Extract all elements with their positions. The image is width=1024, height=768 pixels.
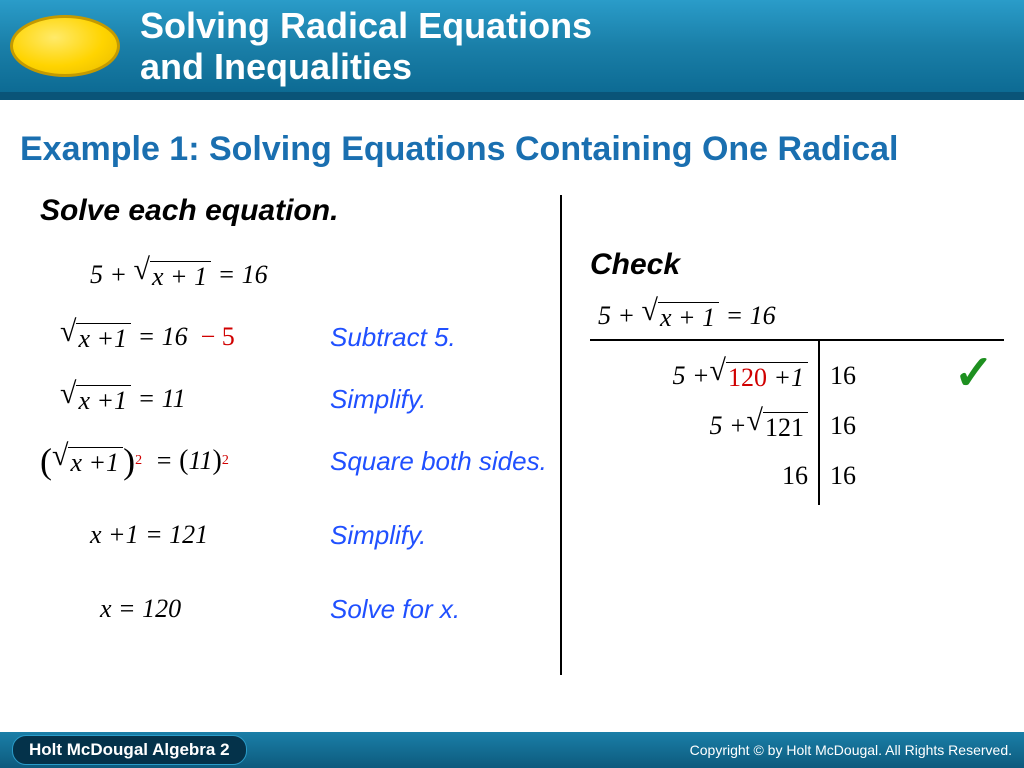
step-row: x +1 = 121 Simplify. (30, 508, 560, 562)
footer-copyright: Copyright © by Holt McDougal. All Rights… (690, 742, 1012, 758)
equation: √x +1 = 11 (30, 382, 330, 416)
equation: (√x +1)2 = (11)2 (30, 440, 330, 482)
equation: √x +1 = 16 − 5 (30, 320, 330, 354)
equation: 5 + √x + 1 = 16 (30, 258, 330, 292)
footer-book-title: Holt McDougal Algebra 2 (12, 735, 247, 765)
check-row: 16 (830, 451, 889, 501)
step-row: √x +1 = 16 − 5 Subtract 5. (30, 310, 560, 364)
step-explain: Simplify. (330, 520, 426, 551)
check-row: 5 +√120 +1 (594, 351, 808, 401)
check-row: 5 +√121 (594, 401, 808, 451)
check-row: 16 (830, 351, 889, 401)
title-line-1: Solving Radical Equations (140, 5, 592, 46)
logo-oval (10, 15, 120, 77)
step-explain: Simplify. (330, 384, 426, 415)
content-area: Example 1: Solving Equations Containing … (0, 100, 1024, 636)
equation: x +1 = 121 (30, 520, 330, 550)
step-explain: Subtract 5. (330, 322, 456, 353)
step-row: √x +1 = 11 Simplify. (30, 372, 560, 426)
check-table: 5 + √x + 1 = 16 5 +√120 +1 5 +√121 16 16 (590, 297, 1004, 505)
checkmark-icon: ✓ (954, 345, 994, 401)
slide-header: Solving Radical Equations and Inequaliti… (0, 0, 1024, 100)
instruction: Solve each equation. (40, 194, 1004, 228)
step-row: 5 + √x + 1 = 16 (30, 248, 560, 302)
check-row: 16 (830, 401, 889, 451)
check-header-eqn: 5 + √x + 1 = 16 (590, 297, 1004, 341)
check-column: Check 5 + √x + 1 = 16 5 +√120 +1 5 +√121… (560, 248, 1004, 636)
title-line-2: and Inequalities (140, 46, 412, 87)
step-row: x = 120 Solve for x. (30, 582, 560, 636)
solution-steps: 5 + √x + 1 = 16 √x +1 = 16 − 5 Subtract … (20, 248, 560, 636)
check-row: 16 (594, 451, 808, 501)
main-area: 5 + √x + 1 = 16 √x +1 = 16 − 5 Subtract … (20, 248, 1004, 636)
check-left-col: 5 +√120 +1 5 +√121 16 (590, 341, 820, 505)
example-title: Example 1: Solving Equations Containing … (20, 130, 1004, 169)
equation: x = 120 (30, 594, 330, 624)
check-right-col: 16 16 16 (820, 341, 895, 505)
step-row: (√x +1)2 = (11)2 Square both sides. (30, 434, 560, 488)
vertical-divider (560, 195, 562, 675)
header-title: Solving Radical Equations and Inequaliti… (140, 5, 592, 88)
check-label: Check (590, 248, 1004, 282)
slide-footer: Holt McDougal Algebra 2 Copyright © by H… (0, 732, 1024, 768)
step-explain: Solve for x. (330, 594, 460, 625)
step-explain: Square both sides. (330, 446, 547, 477)
